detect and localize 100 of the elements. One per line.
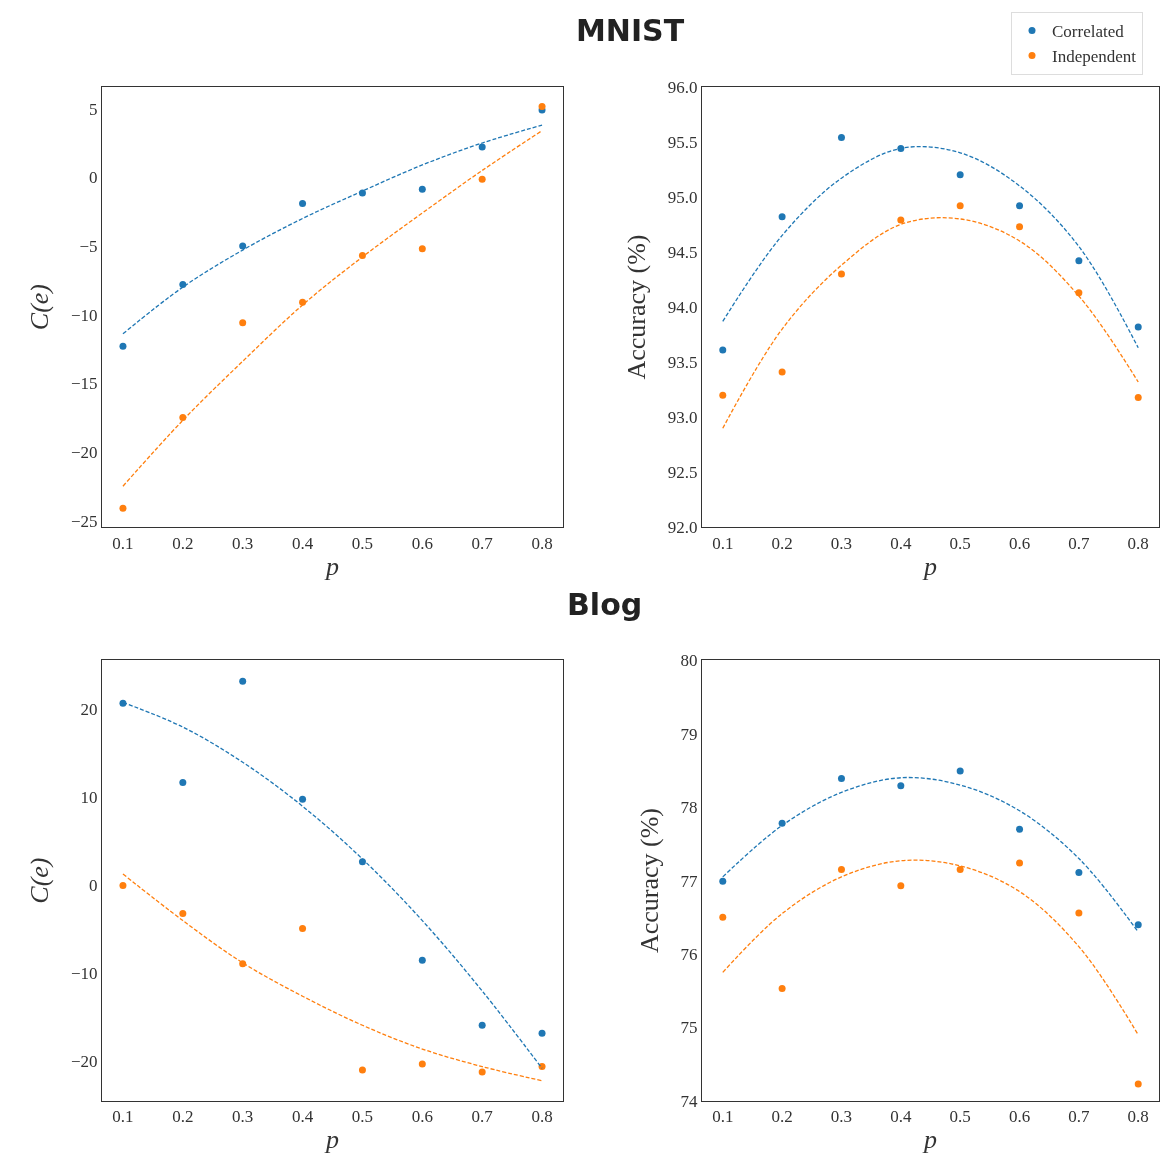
point	[719, 391, 727, 399]
point	[478, 1021, 486, 1029]
point	[837, 774, 845, 782]
point	[1016, 202, 1024, 210]
point	[418, 185, 426, 193]
x-tick-label: 0.3	[830, 1107, 853, 1127]
y-tick-label: −20	[71, 1052, 98, 1072]
x-tick-label: 0.1	[712, 533, 734, 553]
point	[719, 913, 727, 921]
x-tick-label: 0.8	[1127, 1107, 1149, 1127]
y-tick-label: 20	[80, 700, 98, 720]
point	[478, 143, 486, 151]
point	[119, 504, 127, 512]
point	[358, 858, 366, 866]
point	[179, 910, 187, 918]
y-tick-label: 93.0	[667, 408, 698, 428]
x-tick-label: 0.2	[771, 1107, 793, 1127]
point	[538, 1063, 546, 1071]
y-tick-label: 74	[680, 1091, 699, 1111]
point	[418, 956, 426, 964]
x-tick-label: 0.5	[949, 533, 971, 553]
point	[1016, 859, 1024, 867]
point	[778, 213, 786, 221]
point	[837, 866, 845, 874]
line-series	[722, 859, 1139, 1036]
point	[897, 216, 905, 224]
x-tick-label: 0.7	[471, 533, 494, 553]
y-axis-title: Accuracy (%)	[635, 808, 664, 954]
point	[837, 270, 845, 278]
y-axis-title: Accuracy (%)	[622, 234, 652, 380]
x-tick-label: 0.5	[949, 1107, 971, 1127]
x-axis-title: p	[324, 1125, 339, 1155]
point	[239, 677, 247, 685]
y-tick-label: 77	[680, 871, 699, 891]
point	[299, 795, 307, 803]
point	[358, 1066, 366, 1074]
x-tick-label: 0.4	[291, 533, 314, 553]
y-tick-label: 93.5	[667, 353, 698, 373]
point	[1134, 323, 1142, 331]
point	[179, 280, 187, 288]
point	[1075, 289, 1083, 297]
point	[299, 199, 307, 207]
x-tick-label: 0.6	[411, 533, 433, 553]
y-tick-label: 10	[80, 788, 98, 808]
point	[299, 298, 307, 306]
x-axis-title: p	[922, 1125, 937, 1155]
line-series	[122, 124, 543, 335]
y-tick-label: 75	[680, 1018, 698, 1038]
point	[478, 175, 486, 183]
y-tick-label: 94.0	[667, 298, 698, 318]
point	[719, 346, 727, 354]
line-series	[122, 873, 543, 1082]
point	[1075, 257, 1083, 265]
point	[239, 319, 247, 327]
x-tick-label: 0.7	[471, 1107, 494, 1127]
y-tick-label: 5	[89, 99, 98, 119]
point	[478, 1068, 486, 1076]
y-tick-label: −20	[71, 442, 98, 462]
x-tick-label: 0.4	[890, 533, 912, 553]
y-tick-label: 80	[680, 651, 698, 671]
point	[956, 767, 964, 775]
legend-label: Correlated	[1052, 22, 1125, 42]
y-tick-label: −25	[71, 511, 98, 531]
x-tick-label: 0.6	[411, 1107, 433, 1127]
y-tick-label: 0	[89, 168, 98, 188]
y-tick-label: 76	[680, 944, 698, 964]
point	[299, 925, 307, 932]
y-tick-label: 94.5	[667, 242, 698, 262]
x-axis-title: p	[922, 551, 937, 581]
text: MNIST	[576, 13, 685, 48]
y-tick-label: 95.5	[667, 132, 698, 152]
point	[956, 171, 964, 179]
x-tick-label: 0.8	[531, 1107, 553, 1127]
x-tick-label: 0.1	[712, 1107, 734, 1127]
x-tick-label: 0.1	[112, 1107, 134, 1127]
x-tick-label: 0.3	[232, 1107, 254, 1127]
point	[1016, 825, 1024, 833]
x-tick-label: 0.2	[771, 533, 793, 553]
x-tick-label: 0.8	[1127, 533, 1149, 553]
point	[119, 342, 127, 350]
point	[418, 1060, 426, 1068]
point	[1075, 909, 1083, 917]
x-tick-label: 0.3	[232, 533, 254, 553]
point	[179, 414, 187, 422]
point	[956, 202, 964, 210]
x-tick-label: 0.8	[531, 533, 553, 553]
x-tick-label: 0.6	[1008, 1107, 1031, 1127]
x-tick-label: 0.5	[351, 1107, 374, 1127]
line-series	[122, 129, 543, 487]
x-tick-label: 0.4	[890, 1107, 912, 1127]
x-axis-title: p	[324, 551, 339, 581]
y-tick-label: 79	[680, 724, 698, 744]
point	[837, 133, 845, 141]
point	[1134, 1080, 1142, 1088]
y-tick-label: 78	[680, 798, 698, 818]
x-tick-label: 0.7	[1068, 533, 1091, 553]
point	[778, 985, 786, 993]
point	[1134, 393, 1142, 401]
x-tick-label: 0.5	[351, 533, 374, 553]
point	[1134, 921, 1142, 929]
